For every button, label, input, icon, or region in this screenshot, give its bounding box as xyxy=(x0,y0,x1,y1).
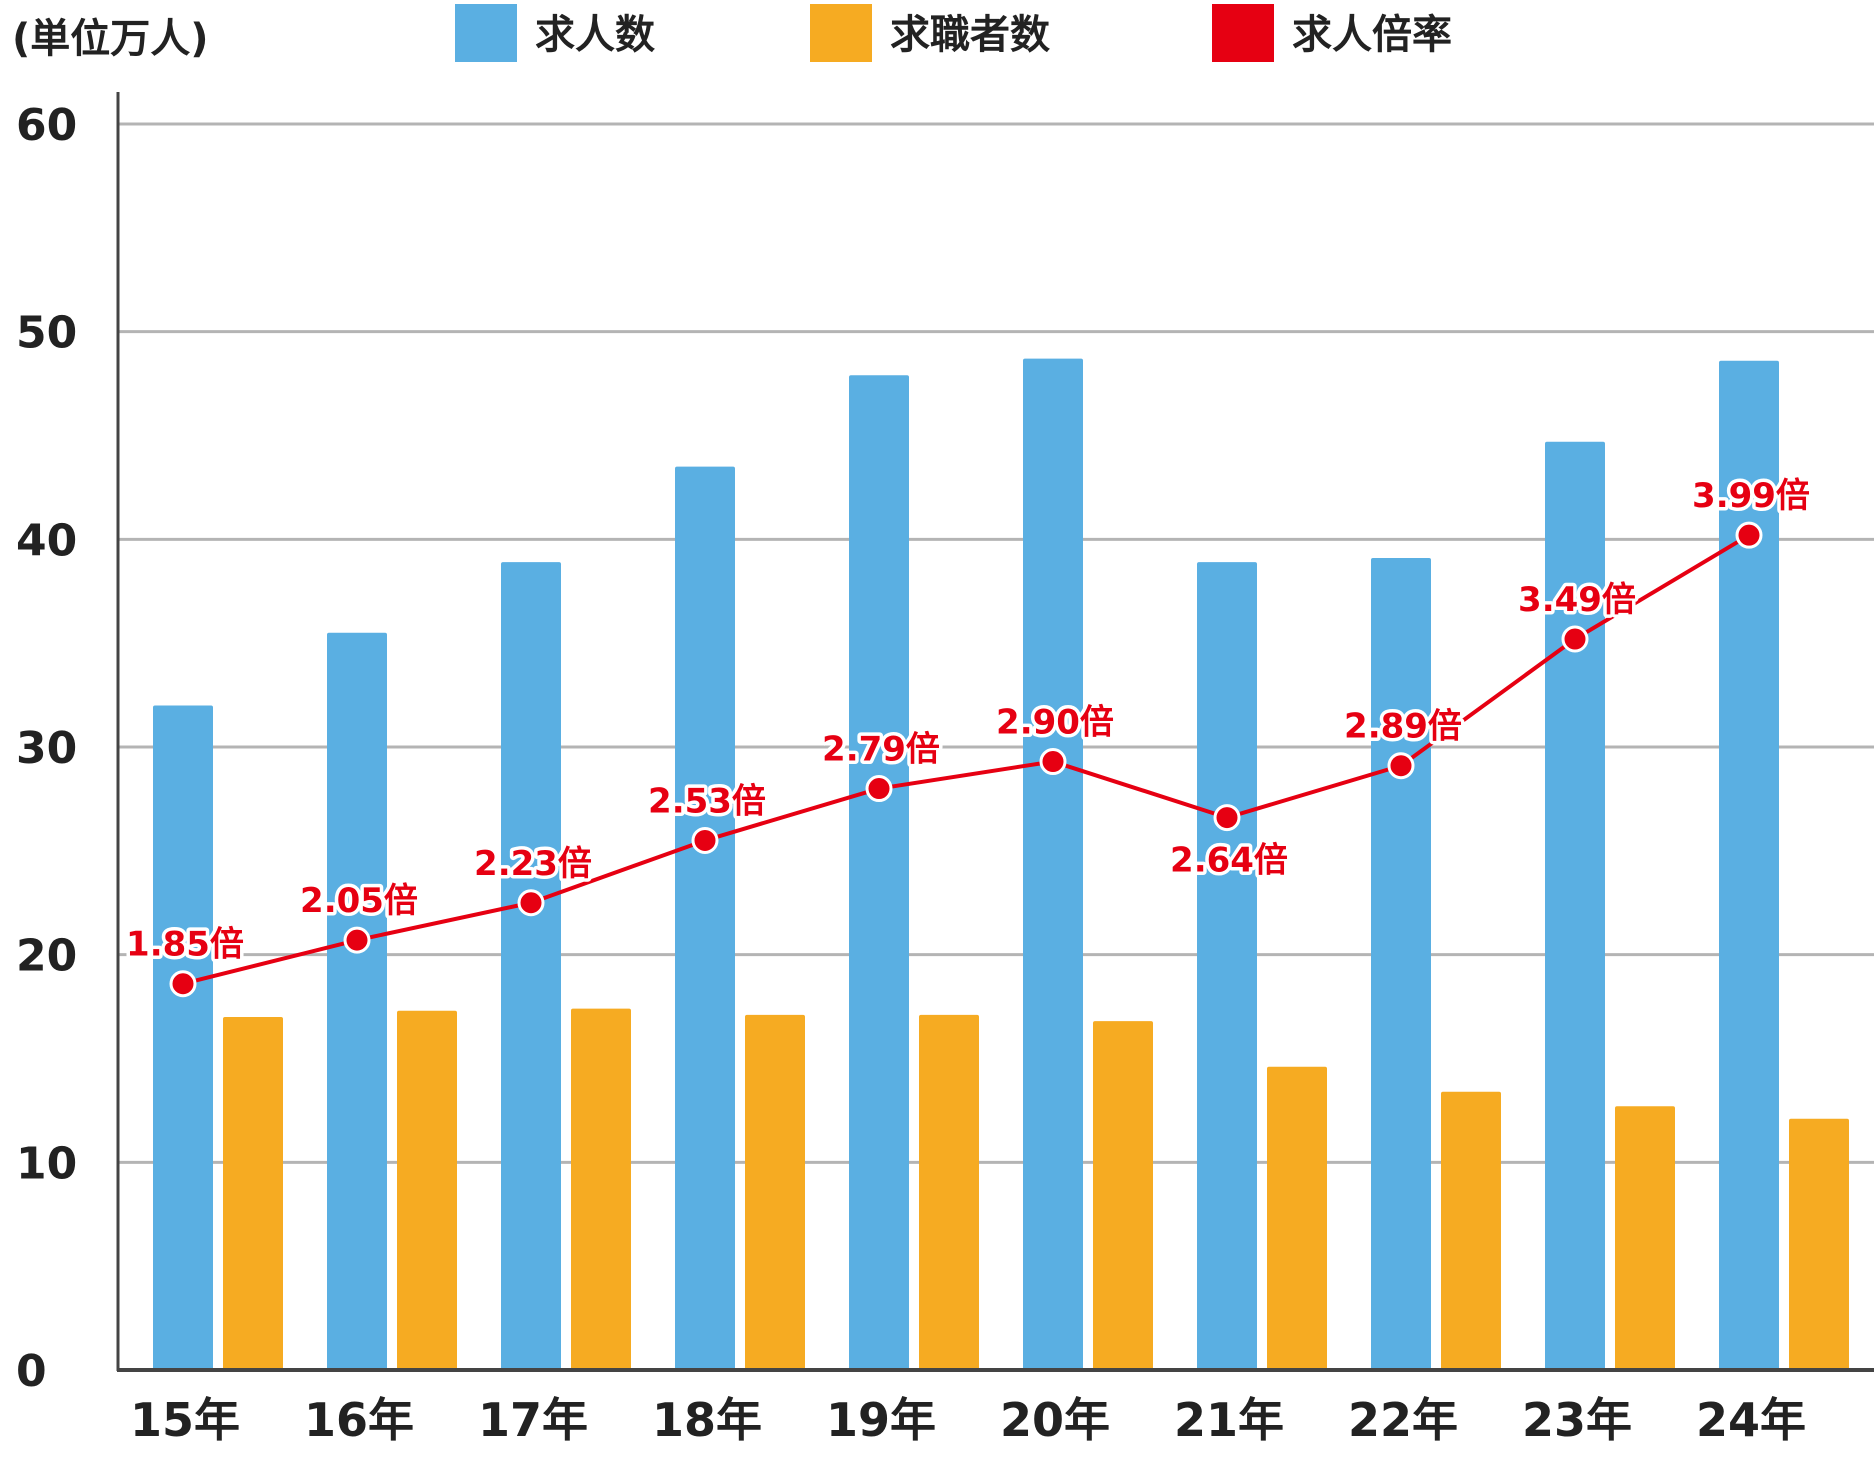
bars xyxy=(153,358,1849,1371)
legend-label: 求人倍率 xyxy=(1292,12,1452,58)
x-tick-label: 20年 xyxy=(1000,1393,1110,1447)
ratio-point xyxy=(517,889,545,917)
y-tick-label: 0 xyxy=(16,1346,47,1397)
bar-job-seekers xyxy=(397,1010,457,1370)
bar-job-seekers xyxy=(1267,1066,1327,1370)
ratio-label: 2.05倍 xyxy=(300,881,418,921)
bar-job-seekers xyxy=(1093,1021,1153,1370)
ratio-point xyxy=(1039,748,1067,776)
bar-job-openings xyxy=(849,375,909,1370)
bar-job-seekers xyxy=(919,1014,979,1370)
ratio-label: 3.49倍 xyxy=(1518,580,1636,620)
bar-job-seekers xyxy=(1789,1118,1849,1370)
legend: (単位万人) 求人数 求職者数 求人倍率 xyxy=(12,4,1452,62)
ratio-label: 2.23倍 xyxy=(474,844,592,884)
bar-job-openings xyxy=(153,705,213,1370)
x-tick-label: 24年 xyxy=(1696,1393,1806,1447)
ratio-polyline xyxy=(182,533,1751,986)
bar-job-openings xyxy=(1197,562,1257,1370)
y-tick-label: 40 xyxy=(16,515,77,566)
ratio-point xyxy=(169,970,197,998)
bar-job-seekers xyxy=(571,1008,631,1370)
bar-job-openings xyxy=(327,632,387,1370)
y-tick-label: 10 xyxy=(16,1138,77,1189)
ratio-point xyxy=(1213,804,1241,832)
ratio-line xyxy=(169,521,1763,998)
ratio-point xyxy=(865,775,893,803)
x-tick-label: 23年 xyxy=(1522,1393,1632,1447)
tick-labels: 0 10 20 30 40 50 60 15年 16年 17年 18年 19年 20年 21年 22年 23年… xyxy=(16,100,1806,1447)
ratio-point xyxy=(1387,752,1415,780)
y-tick-label: 30 xyxy=(16,723,77,774)
bar-job-seekers xyxy=(745,1014,805,1370)
y-tick-label: 50 xyxy=(16,308,77,359)
x-tick-label: 21年 xyxy=(1174,1393,1284,1447)
ratio-label: 2.53倍 xyxy=(648,781,766,821)
ratio-label: 2.89倍 xyxy=(1344,707,1462,747)
ratio-point xyxy=(1735,521,1763,549)
legend-label: 求人数 xyxy=(535,12,655,58)
legend-swatch xyxy=(810,4,872,62)
legend-swatch xyxy=(1212,4,1274,62)
bar-job-openings xyxy=(1545,441,1605,1371)
x-tick-label: 17年 xyxy=(478,1393,588,1447)
bar-job-openings xyxy=(1719,360,1779,1370)
bar-job-openings xyxy=(501,562,561,1370)
ratio-label: 3.99倍 xyxy=(1692,476,1810,516)
ratio-label: 2.64倍 xyxy=(1170,841,1288,881)
x-tick-label: 18年 xyxy=(652,1393,762,1447)
y-tick-label: 60 xyxy=(16,100,77,151)
legend-label: 求職者数 xyxy=(890,12,1050,58)
bar-job-openings xyxy=(1371,558,1431,1370)
ratio-point xyxy=(343,926,371,954)
ratio-point xyxy=(1561,625,1589,653)
bar-job-openings xyxy=(675,466,735,1370)
x-tick-label: 22年 xyxy=(1348,1393,1458,1447)
x-tick-label: 19年 xyxy=(826,1393,936,1447)
bar-job-openings xyxy=(1023,358,1083,1370)
ratio-label: 1.85倍 xyxy=(126,925,244,965)
bar-job-seekers xyxy=(1615,1106,1675,1370)
bar-job-seekers xyxy=(223,1016,283,1370)
ratio-point xyxy=(691,826,719,854)
ratio-label: 2.79倍 xyxy=(822,730,940,770)
ratio-label: 2.90倍 xyxy=(996,703,1114,743)
unit-label: (単位万人) xyxy=(12,16,209,62)
axes xyxy=(116,92,1874,1372)
x-tick-label: 15年 xyxy=(130,1393,240,1447)
y-tick-label: 20 xyxy=(16,931,77,982)
ratio-labels: 1.85倍 2.05倍 2.23倍 2.53倍 2.79倍 2.90倍 2.64倍 2.89倍… xyxy=(123,473,1814,969)
x-tick-label: 16年 xyxy=(304,1393,414,1447)
legend-swatch xyxy=(455,4,517,62)
bar-job-seekers xyxy=(1441,1091,1501,1370)
